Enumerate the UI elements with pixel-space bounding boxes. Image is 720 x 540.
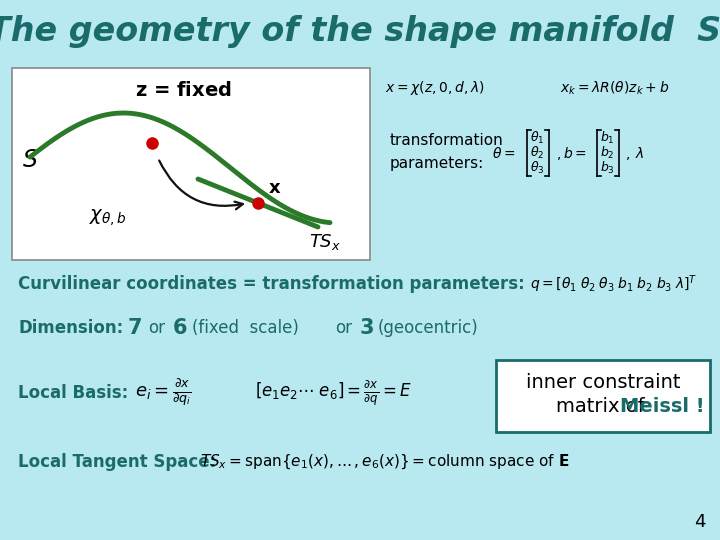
Text: $S$: $S$: [22, 148, 38, 172]
Text: (geocentric): (geocentric): [378, 319, 479, 337]
Text: Meissl !: Meissl !: [620, 397, 705, 416]
Text: Dimension:: Dimension:: [18, 319, 123, 337]
Text: Local Basis:: Local Basis:: [18, 384, 128, 402]
Text: $b_3$: $b_3$: [600, 160, 615, 176]
Text: $TS_x = \mathrm{span}\{e_1(x),\ldots\,,e_6(x)\} = \mathrm{column\ space\ of}\ \m: $TS_x = \mathrm{span}\{e_1(x),\ldots\,,e…: [200, 453, 570, 471]
FancyBboxPatch shape: [12, 68, 370, 260]
Text: (fixed  scale): (fixed scale): [192, 319, 299, 337]
Text: $\theta_1$: $\theta_1$: [530, 130, 544, 146]
Text: transformation
parameters:: transformation parameters:: [390, 133, 504, 171]
Text: 7: 7: [128, 318, 143, 338]
Text: $\theta_2$: $\theta_2$: [530, 145, 544, 161]
Text: $[e_1 e_2 \cdots\; e_6] = \frac{\partial x}{\partial q} = E$: $[e_1 e_2 \cdots\; e_6] = \frac{\partial…: [255, 378, 413, 408]
Text: inner constraint: inner constraint: [526, 374, 680, 393]
Text: $x = \chi(z, 0, d, \lambda)$: $x = \chi(z, 0, d, \lambda)$: [385, 79, 485, 97]
FancyArrowPatch shape: [159, 160, 243, 210]
Text: Curvilinear coordinates = transformation parameters:: Curvilinear coordinates = transformation…: [18, 275, 525, 293]
FancyBboxPatch shape: [496, 360, 710, 432]
Text: $,$: $,$: [556, 148, 561, 162]
Text: 3: 3: [360, 318, 374, 338]
Text: $x_k = \lambda R(\theta) z_k + b$: $x_k = \lambda R(\theta) z_k + b$: [560, 79, 670, 97]
Text: or: or: [148, 319, 165, 337]
Text: $b_2$: $b_2$: [600, 145, 615, 161]
Text: $TS_x$: $TS_x$: [309, 232, 341, 252]
Text: $\mathbf{x}$: $\mathbf{x}$: [268, 179, 282, 197]
Text: Local Tangent Space:: Local Tangent Space:: [18, 453, 216, 471]
Text: $\theta_3$: $\theta_3$: [530, 160, 544, 176]
Text: or: or: [335, 319, 352, 337]
Text: $,\;\lambda$: $,\;\lambda$: [625, 145, 644, 161]
Text: $\theta =$: $\theta =$: [492, 145, 515, 160]
Text: matrix of: matrix of: [556, 397, 651, 416]
Text: $q = [\theta_1\;\theta_2\;\theta_3\;b_1\;b_2\;b_3\;\lambda]^T$: $q = [\theta_1\;\theta_2\;\theta_3\;b_1\…: [530, 273, 698, 295]
Text: $b_1$: $b_1$: [600, 130, 615, 146]
Text: $b =$: $b =$: [563, 145, 587, 160]
Text: The geometry of the shape manifold  S: The geometry of the shape manifold S: [0, 16, 720, 49]
Text: 6: 6: [173, 318, 187, 338]
Text: 4: 4: [694, 513, 706, 531]
Text: $e_i = \frac{\partial x}{\partial q_i}$: $e_i = \frac{\partial x}{\partial q_i}$: [135, 377, 192, 409]
Text: $\mathbf{z}$ = fixed: $\mathbf{z}$ = fixed: [135, 80, 231, 99]
Text: $\chi_{\theta,b}$: $\chi_{\theta,b}$: [89, 207, 127, 228]
